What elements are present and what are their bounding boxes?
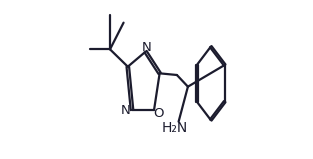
Text: N: N [141,41,151,54]
Text: N: N [121,104,131,117]
Text: O: O [154,107,164,120]
Text: H₂N: H₂N [162,121,188,135]
